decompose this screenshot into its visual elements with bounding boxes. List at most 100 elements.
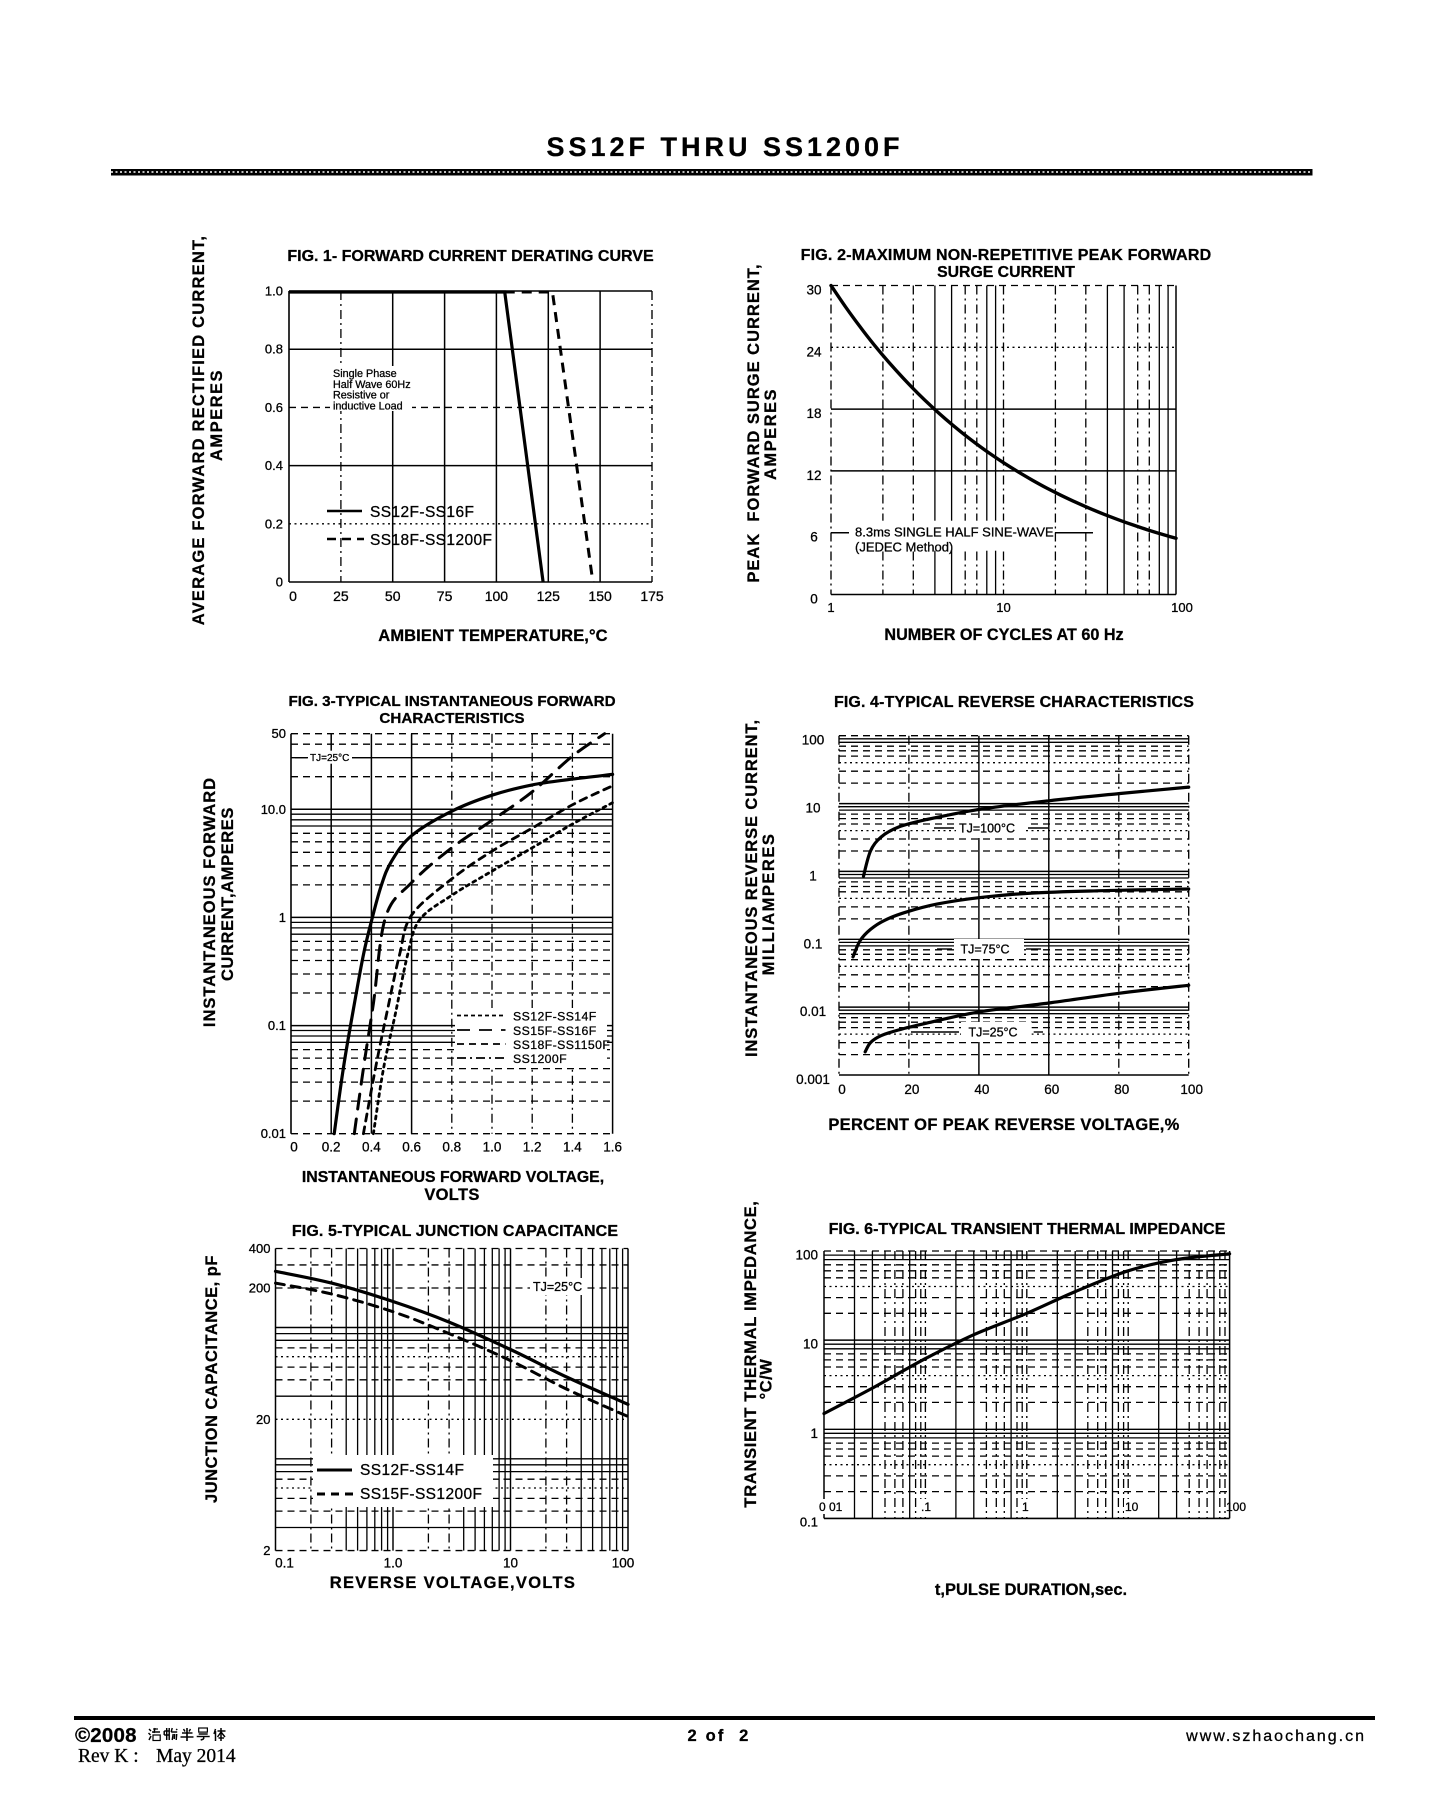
svg-text:TJ=25°C: TJ=25°C <box>533 1280 582 1294</box>
svg-text:TRANSIENT THERMAL IMPEDANCE,: TRANSIENT THERMAL IMPEDANCE, <box>742 1200 760 1507</box>
svg-text:0.1: 0.1 <box>275 1556 294 1571</box>
svg-text:20: 20 <box>904 1082 919 1097</box>
svg-text:75: 75 <box>437 588 453 604</box>
svg-text:FIG. 2-MAXIMUM NON-REPETITIVE: FIG. 2-MAXIMUM NON-REPETITIVE PEAK FORWA… <box>801 247 1212 264</box>
svg-text:125: 125 <box>537 588 561 604</box>
svg-text:10: 10 <box>1125 1500 1139 1514</box>
svg-text:©2008: ©2008 <box>75 1724 137 1747</box>
svg-text:1: 1 <box>1022 1500 1029 1514</box>
svg-text:100: 100 <box>485 588 509 604</box>
svg-text:0: 0 <box>838 1082 846 1097</box>
svg-text:REVERSE VOLTAGE,VOLTS: REVERSE VOLTAGE,VOLTS <box>330 1574 576 1592</box>
svg-text:MILLIAMPERES: MILLIAMPERES <box>760 833 778 976</box>
svg-text:8.3ms SINGLE HALF SINE-WAVE: 8.3ms SINGLE HALF SINE-WAVE <box>855 525 1054 540</box>
svg-text:SS12F-SS16F: SS12F-SS16F <box>370 504 474 521</box>
svg-text:SS15F-SS1200F: SS15F-SS1200F <box>360 1486 482 1503</box>
svg-text:0.01: 0.01 <box>261 1126 286 1141</box>
svg-text:0: 0 <box>276 575 283 590</box>
svg-text:Rev K :: Rev K : <box>78 1746 139 1767</box>
svg-text:SS12F-SS14F: SS12F-SS14F <box>360 1462 464 1479</box>
svg-text:FIG. 4-TYPICAL REVERSE CHARACT: FIG. 4-TYPICAL REVERSE CHARACTERISTICS <box>834 694 1194 711</box>
svg-text:SS15F-SS16F: SS15F-SS16F <box>513 1024 597 1038</box>
svg-text:30: 30 <box>806 283 821 298</box>
svg-text:FIG. 6-TYPICAL TRANSIENT THERM: FIG. 6-TYPICAL TRANSIENT THERMAL IMPEDAN… <box>829 1221 1226 1238</box>
svg-text:12: 12 <box>806 468 821 483</box>
svg-text:INSTANTANEOUS REVERSE CURRENT,: INSTANTANEOUS REVERSE CURRENT, <box>743 719 761 1057</box>
svg-text:NUMBER OF CYCLES AT 60 Hz: NUMBER OF CYCLES AT 60 Hz <box>884 626 1123 644</box>
svg-text:0.8: 0.8 <box>265 342 283 357</box>
svg-text:80: 80 <box>1114 1082 1129 1097</box>
svg-text:50: 50 <box>385 588 401 604</box>
svg-text:t,PULSE DURATION,sec.: t,PULSE DURATION,sec. <box>935 1581 1127 1599</box>
svg-text:CHARACTERISTICS: CHARACTERISTICS <box>379 710 524 727</box>
svg-text:0.01: 0.01 <box>800 1004 826 1019</box>
svg-text:100: 100 <box>1226 1500 1246 1514</box>
svg-text:100: 100 <box>795 1248 818 1263</box>
svg-text:0: 0 <box>289 588 297 604</box>
svg-text:1: 1 <box>827 600 834 615</box>
svg-text:400: 400 <box>249 1241 271 1256</box>
svg-text:FIG. 1- FORWARD CURRENT DERATI: FIG. 1- FORWARD CURRENT DERATING CURVE <box>287 248 654 265</box>
svg-text:10: 10 <box>805 801 820 816</box>
svg-text:(JEDEC Method): (JEDEC Method) <box>855 540 953 555</box>
svg-text:SS18F-SS1150F: SS18F-SS1150F <box>513 1038 610 1052</box>
svg-text:100: 100 <box>1171 600 1193 615</box>
svg-text:1: 1 <box>810 1426 818 1441</box>
svg-text:100: 100 <box>612 1556 635 1571</box>
svg-text:1.0: 1.0 <box>483 1140 502 1155</box>
svg-text:10.0: 10.0 <box>261 802 286 817</box>
svg-text:100: 100 <box>1180 1082 1203 1097</box>
svg-text:6: 6 <box>810 530 818 545</box>
svg-text:24: 24 <box>806 344 822 359</box>
svg-text:2 of 2: 2 of 2 <box>687 1727 750 1745</box>
svg-text:18: 18 <box>806 406 821 421</box>
svg-text:100: 100 <box>802 733 825 748</box>
svg-text:www.szhaochang.cn: www.szhaochang.cn <box>1185 1728 1366 1745</box>
svg-text:SS18F-SS1200F: SS18F-SS1200F <box>370 532 492 549</box>
svg-text:inductive Load: inductive Load <box>333 400 403 412</box>
svg-text:25: 25 <box>333 588 349 604</box>
svg-text:1.6: 1.6 <box>603 1140 622 1155</box>
svg-text:0.8: 0.8 <box>442 1140 461 1155</box>
svg-text:AMPERES: AMPERES <box>762 388 780 480</box>
svg-text:0.1: 0.1 <box>800 1514 818 1529</box>
svg-text:0.2: 0.2 <box>265 516 283 531</box>
svg-text:SS1200F: SS1200F <box>513 1052 567 1066</box>
svg-text:.1: .1 <box>921 1500 931 1514</box>
svg-text:0.6: 0.6 <box>402 1140 421 1155</box>
svg-text:Half Wave 60Hz: Half Wave 60Hz <box>333 379 411 391</box>
svg-text:2: 2 <box>263 1543 270 1558</box>
svg-text:TJ=25°C: TJ=25°C <box>968 1026 1017 1040</box>
svg-text:0.6: 0.6 <box>265 400 283 415</box>
svg-text:1: 1 <box>809 868 817 883</box>
svg-text:0: 0 <box>290 1140 298 1155</box>
svg-text:CURRENT,AMPERES: CURRENT,AMPERES <box>219 807 237 981</box>
svg-text:60: 60 <box>1044 1082 1059 1097</box>
svg-text:1.0: 1.0 <box>265 284 283 299</box>
svg-text:0.2: 0.2 <box>322 1140 341 1155</box>
svg-text:1.2: 1.2 <box>523 1140 542 1155</box>
svg-text:Single Phase: Single Phase <box>333 368 397 380</box>
svg-text:200: 200 <box>249 1281 271 1296</box>
svg-text:Resistive or: Resistive or <box>333 390 390 402</box>
svg-text:INSTANTANEOUS FORWARD VOLTAGE,: INSTANTANEOUS FORWARD VOLTAGE, <box>302 1169 604 1186</box>
svg-text:May 2014: May 2014 <box>156 1746 236 1767</box>
svg-text:1: 1 <box>279 910 286 925</box>
svg-text:FIG. 3-TYPICAL INSTANTANEOUS F: FIG. 3-TYPICAL INSTANTANEOUS FORWARD <box>288 693 615 710</box>
svg-text:PEAK FORWARD SURGE CURRENT,: PEAK FORWARD SURGE CURRENT, <box>745 263 763 582</box>
svg-text:1.4: 1.4 <box>563 1140 582 1155</box>
svg-text:TJ=25°C: TJ=25°C <box>310 753 349 764</box>
svg-text:1.0: 1.0 <box>384 1556 403 1571</box>
svg-text:TJ=100°C: TJ=100°C <box>959 822 1015 836</box>
svg-text:0.4: 0.4 <box>265 458 283 473</box>
svg-text:0.1: 0.1 <box>268 1018 286 1033</box>
svg-text:SS12F-SS14F: SS12F-SS14F <box>513 1010 597 1024</box>
svg-text:20: 20 <box>256 1412 270 1427</box>
svg-text:10: 10 <box>503 1556 518 1571</box>
svg-text:SS12F THRU SS1200F: SS12F THRU SS1200F <box>546 132 903 162</box>
svg-text:VOLTS: VOLTS <box>424 1186 479 1204</box>
svg-text:JUNCTION CAPACITANCE, pF: JUNCTION CAPACITANCE, pF <box>203 1255 221 1503</box>
svg-text:AMBIENT TEMPERATURE,°C: AMBIENT TEMPERATURE,°C <box>378 627 607 645</box>
svg-text:10: 10 <box>803 1337 818 1352</box>
svg-text:0: 0 <box>810 592 818 607</box>
